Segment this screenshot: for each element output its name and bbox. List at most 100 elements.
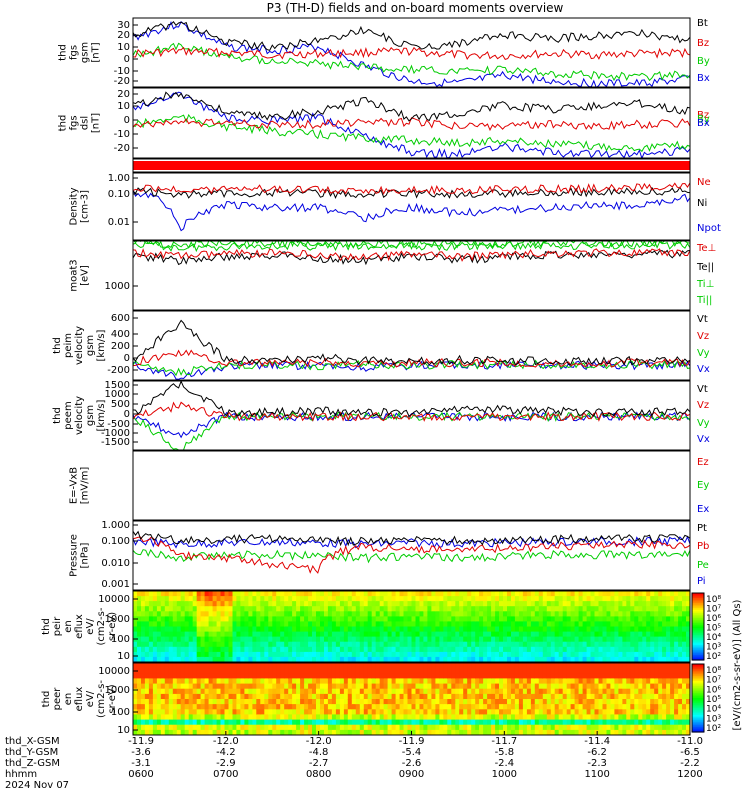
spectrogram-cell	[423, 606, 428, 612]
spectrogram-cell	[288, 683, 293, 690]
spectrogram-cell	[272, 688, 277, 695]
spectrogram-cell	[407, 678, 413, 685]
spectrogram-cell	[168, 596, 174, 602]
colorbar-segment	[692, 665, 704, 668]
spectrogram-cell	[395, 724, 401, 731]
spectrogram-cell	[459, 656, 464, 662]
spectrogram-cell	[204, 636, 210, 643]
spectrogram-cell	[630, 663, 635, 669]
spectrogram-cell	[419, 596, 425, 602]
spectrogram-cell	[379, 688, 385, 695]
spectrogram-cell	[224, 699, 230, 705]
spectrogram-cell	[471, 688, 476, 695]
spectrogram-cell	[391, 709, 397, 715]
spectrogram-cell	[435, 683, 440, 690]
spectrogram-cell	[423, 601, 428, 607]
spectrogram-cell	[236, 663, 241, 669]
spectrogram-cell	[296, 719, 301, 726]
spectrogram-cell	[347, 673, 353, 679]
spectrogram-cell	[375, 596, 381, 602]
spectrogram-cell	[423, 641, 428, 648]
spectrogram-cell	[499, 719, 504, 726]
spectrogram-cell	[312, 636, 317, 643]
spectrogram-cell	[530, 693, 536, 700]
spectrogram-cell	[451, 626, 456, 633]
spectrogram-cell	[228, 678, 234, 685]
spectrogram-cell	[375, 714, 381, 721]
spectrogram-cell	[184, 631, 190, 638]
spectrogram-cell	[403, 673, 409, 679]
spectrogram-cell	[686, 699, 690, 705]
spectrogram-cell	[208, 668, 214, 674]
spectrogram-cell	[240, 646, 245, 653]
spectrogram-cell	[483, 709, 488, 715]
spectrogram-cell	[419, 656, 425, 662]
spectrogram-cell	[160, 646, 166, 653]
spectrogram-cell	[570, 606, 576, 612]
spectrogram-cell	[483, 601, 488, 607]
spectrogram-cell	[308, 683, 313, 690]
spectrogram-cell	[316, 719, 321, 726]
spectrogram-cell	[395, 683, 401, 690]
spectrogram-cell	[359, 714, 365, 721]
spectrogram-cell	[300, 636, 305, 643]
spectrogram-cell	[522, 641, 528, 648]
spectrogram-cell	[562, 626, 568, 633]
spectrogram-cell	[296, 693, 301, 700]
spectrogram-cell	[522, 591, 528, 597]
spectrogram-cell	[634, 709, 639, 715]
x-axis-value: 0700	[213, 769, 238, 780]
y-axis-label-line: dsl	[80, 116, 91, 130]
spectrogram-cell	[674, 601, 679, 607]
spectrogram-cell	[455, 709, 460, 715]
spectrogram-cell	[511, 688, 516, 695]
spectrogram-cell	[431, 673, 436, 679]
spectrogram-cell	[383, 693, 389, 700]
spectrogram-cell	[447, 704, 452, 710]
spectrogram-cell	[566, 631, 572, 638]
spectrogram-cell	[280, 636, 285, 643]
spectrogram-cell	[304, 601, 309, 607]
spectrogram-cell	[335, 668, 341, 674]
spectrogram-cell	[439, 663, 444, 669]
spectrogram-cell	[594, 631, 600, 638]
colorbar-segment	[692, 593, 704, 596]
spectrogram-cell	[483, 636, 488, 643]
spectrogram-cell	[598, 616, 604, 623]
spectrogram-cell	[495, 704, 500, 710]
spectrogram-cell	[367, 693, 373, 700]
spectrogram-cell	[411, 714, 417, 721]
spectrogram-cell	[343, 656, 349, 662]
spectrogram-cell	[331, 693, 337, 700]
spectrogram-cell	[180, 591, 186, 597]
spectrogram-cell	[152, 651, 158, 658]
spectrogram-cell	[292, 663, 297, 669]
colorbar-segment	[692, 614, 704, 618]
spectrogram-cell	[172, 683, 178, 690]
spectrogram-cell	[578, 699, 584, 705]
spectrogram-cell	[188, 651, 194, 658]
spectrogram-cell	[487, 606, 492, 612]
spectrogram-cell	[335, 651, 341, 658]
spectrogram-cell	[232, 611, 238, 617]
spectrogram-cell	[550, 714, 556, 721]
colorbar-segment	[692, 634, 704, 638]
spectrogram-cell	[327, 699, 333, 705]
spectrogram-cell	[570, 596, 576, 602]
spectrogram-cell	[550, 683, 556, 690]
spectrogram-cell	[483, 719, 488, 726]
spectrogram-cell	[495, 729, 500, 735]
spectrogram-cell	[439, 678, 444, 685]
spectrogram-cell	[272, 729, 277, 735]
spectrogram-cell	[327, 678, 333, 685]
spectrogram-cell	[351, 704, 357, 710]
spectrogram-cell	[654, 699, 659, 705]
spectrogram-cell	[419, 673, 425, 679]
spectrogram-cell	[582, 596, 588, 602]
spectrogram-cell	[351, 651, 357, 658]
spectrogram-cell	[423, 596, 428, 602]
spectrogram-cell	[467, 663, 472, 669]
spectrogram-cell	[324, 719, 329, 726]
spectrogram-cell	[443, 651, 448, 658]
